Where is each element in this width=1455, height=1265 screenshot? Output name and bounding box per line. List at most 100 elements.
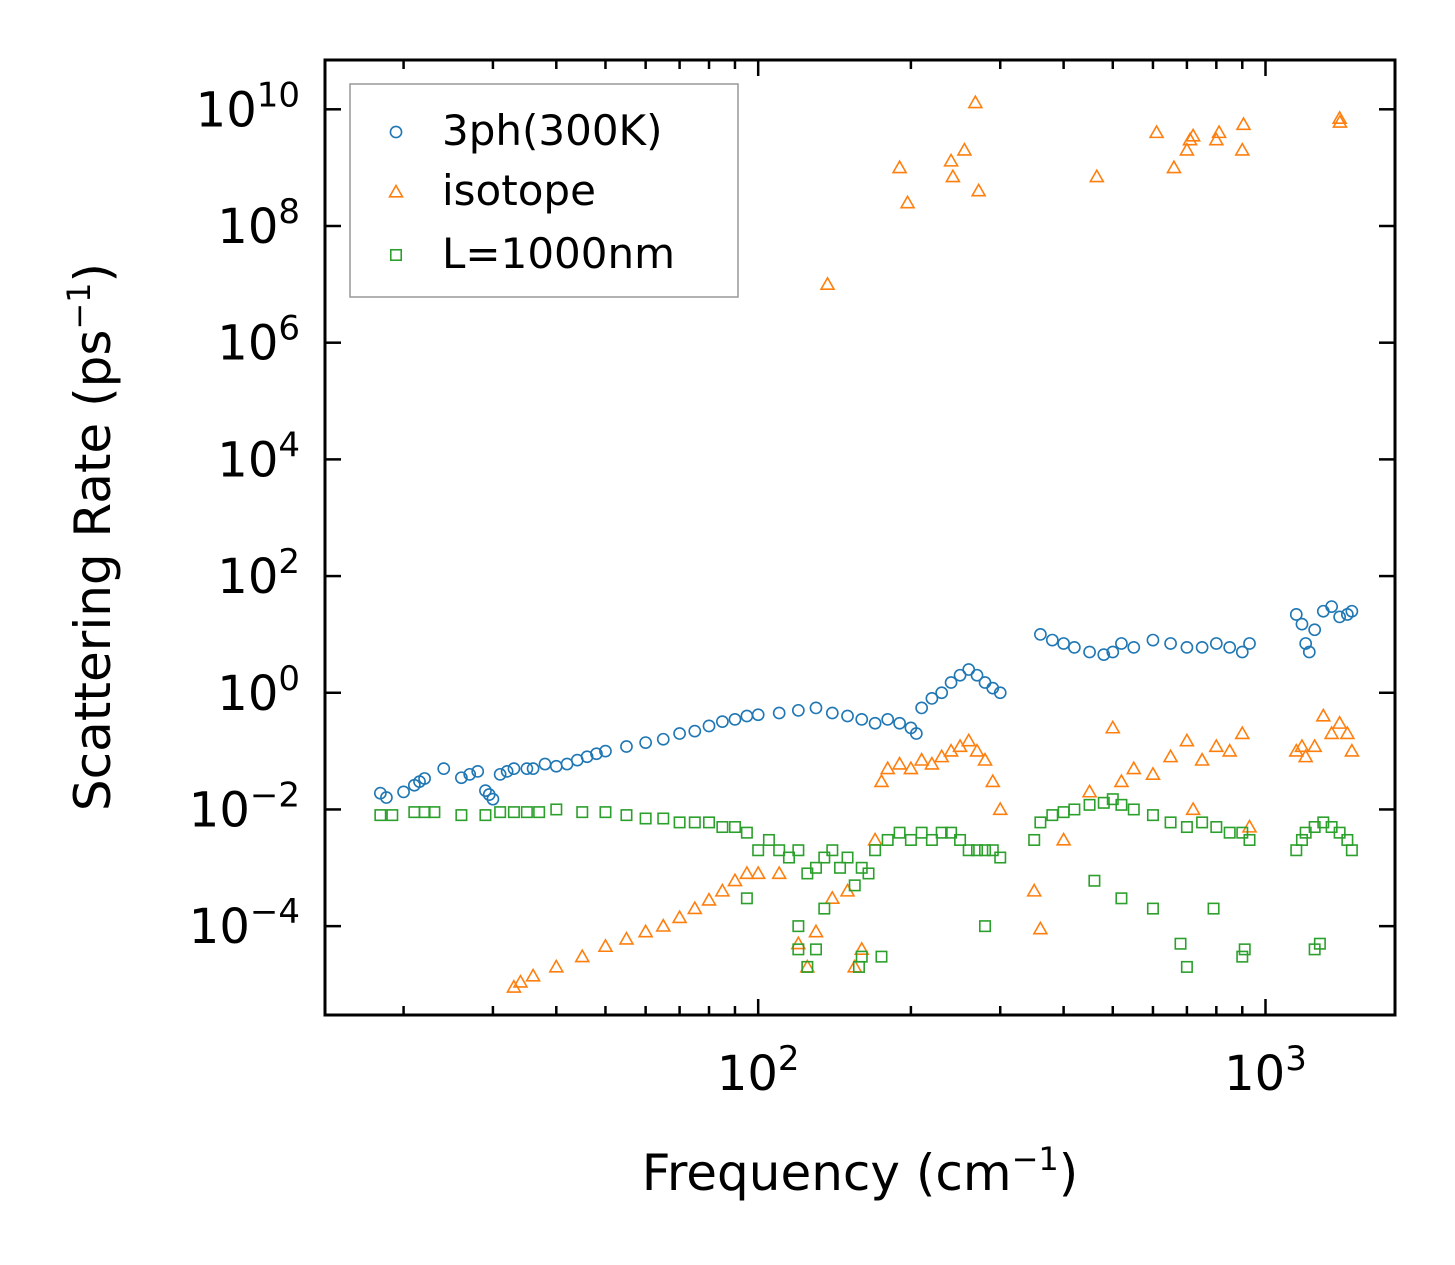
data-point-square: [1088, 874, 1101, 887]
data-point-circle: [970, 668, 984, 682]
data-point-triangle: [1208, 738, 1225, 753]
data-point-square: [418, 806, 431, 819]
data-point-circle: [590, 747, 603, 761]
data-point-circle: [1325, 600, 1338, 613]
y-tick-label: 106: [217, 309, 300, 372]
data-point-square: [1164, 816, 1177, 829]
data-point-square: [1236, 826, 1249, 839]
data-point-circle: [463, 767, 477, 781]
data-point-square: [1046, 809, 1059, 822]
data-point-circle: [620, 740, 633, 753]
data-point-square: [752, 844, 765, 857]
data-point-triangle: [879, 760, 896, 775]
data-point-square: [620, 809, 633, 822]
data-point-circle: [702, 719, 716, 733]
data-point-circle: [915, 701, 929, 715]
data-point-square: [855, 950, 868, 963]
data-point-square: [728, 820, 741, 834]
data-point-circle: [1295, 617, 1309, 631]
legend: 3ph(300K) isotope L=1000nm: [349, 83, 739, 298]
data-point-circle: [962, 663, 976, 676]
data-point-square: [408, 806, 421, 819]
data-point-triangle: [891, 159, 908, 174]
data-point-circle: [688, 724, 702, 738]
data-point-triangle: [1026, 882, 1043, 897]
x-tick-label: 102: [717, 1039, 800, 1102]
data-point-square: [1097, 796, 1110, 809]
data-point-triangle: [1104, 719, 1121, 734]
data-point-square: [925, 833, 938, 846]
data-point-circle: [1057, 637, 1070, 650]
data-point-triangle: [1179, 732, 1195, 747]
data-point-square: [1313, 937, 1326, 950]
data-point-square: [994, 851, 1007, 864]
x-tick-label: 103: [1224, 1039, 1307, 1102]
data-point-circle: [925, 692, 939, 705]
data-point-triangle: [1145, 766, 1161, 780]
data-point-triangle: [891, 755, 908, 770]
data-point-circle: [1235, 645, 1249, 659]
data-point-square: [962, 844, 975, 857]
legend-triangle-marker: [388, 183, 404, 198]
data-point-triangle: [1185, 127, 1201, 142]
data-point-triangle: [739, 865, 755, 880]
data-point-circle: [599, 744, 612, 758]
data-point-circle: [418, 772, 431, 785]
data-point-circle: [380, 791, 393, 804]
data-point-circle: [1097, 648, 1111, 662]
data-point-triangle: [1332, 114, 1348, 128]
data-point-square: [1180, 960, 1193, 973]
data-point-circle: [673, 727, 686, 740]
data-point-circle: [479, 784, 492, 798]
y-axis-label: Scattering Rate (ps−1): [60, 263, 122, 811]
data-point-triangle: [790, 935, 807, 950]
data-point-square: [1115, 892, 1128, 905]
data-point-square: [1207, 902, 1220, 915]
data-point-square: [1057, 806, 1070, 819]
y-tick-label: 100: [217, 659, 300, 722]
data-point-triangle: [655, 918, 672, 932]
data-point-square: [1174, 937, 1187, 950]
data-point-circle: [455, 771, 468, 785]
data-point-circle: [944, 676, 958, 689]
data-point-square: [970, 844, 984, 857]
data-point-square: [1290, 844, 1303, 857]
data-point-circle: [909, 727, 923, 740]
data-point-circle: [500, 764, 514, 778]
data-point-triangle: [1194, 752, 1210, 766]
data-point-circle: [1164, 637, 1177, 650]
data-point-triangle: [913, 752, 930, 766]
data-point-circle: [935, 686, 949, 700]
data-point-circle: [526, 762, 540, 776]
y-tick-label: 10−4: [189, 892, 300, 955]
data-point-circle: [538, 757, 552, 771]
data-point-triangle: [903, 760, 919, 775]
data-point-square: [792, 920, 805, 933]
y-tick-label: 108: [217, 192, 300, 255]
data-point-triangle: [750, 865, 767, 880]
data-point-square: [848, 879, 861, 892]
data-point-square: [740, 826, 753, 839]
legend-square-marker: [389, 248, 403, 262]
data-point-square: [1068, 803, 1081, 816]
data-point-square: [455, 809, 468, 822]
legend-label-boundary: L=1000nm: [442, 229, 675, 278]
data-point-triangle: [597, 938, 614, 953]
data-point-square: [657, 812, 670, 825]
data-point-square: [479, 809, 492, 822]
legend-marker-3ph: [389, 125, 403, 139]
data-point-square: [1180, 820, 1193, 834]
data-point-triangle: [671, 909, 688, 924]
data-point-triangle: [1234, 725, 1251, 740]
legend-marker-boundary: [389, 248, 403, 262]
data-point-triangle: [1211, 124, 1227, 139]
data-point-triangle: [1162, 748, 1179, 763]
data-point-circle: [1045, 633, 1059, 647]
data-point-triangle: [967, 94, 984, 109]
data-point-triangle: [1113, 773, 1130, 788]
data-markers: [373, 94, 1360, 993]
data-point-circle: [1195, 640, 1209, 654]
data-point-square: [550, 803, 563, 816]
data-point-circle: [1308, 623, 1322, 637]
data-point-triangle: [1297, 748, 1314, 763]
